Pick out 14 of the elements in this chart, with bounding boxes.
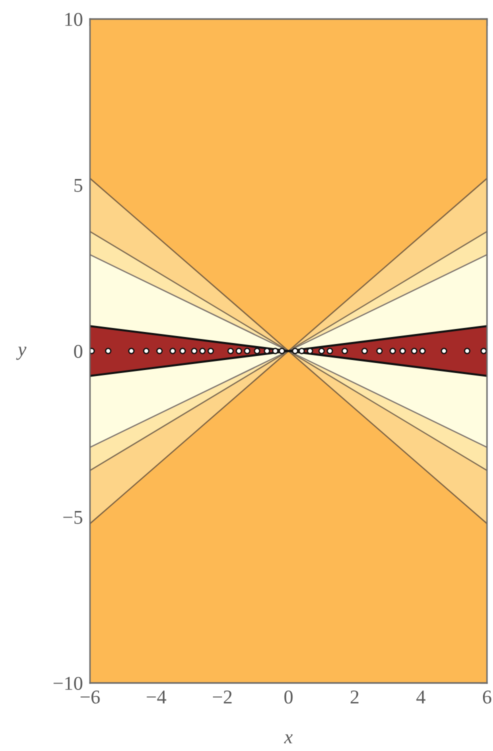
x-tick-label: −6 [80,690,100,704]
y-tick-label: 0 [74,344,82,358]
x-tick-label: −4 [146,690,166,704]
x-tick-label: −2 [212,690,232,704]
x-axis-title: x [284,734,293,744]
y-tick-label: −5 [63,511,82,524]
x-tick-label: 6 [482,690,492,704]
x-tick-label: 4 [416,690,426,704]
y-tick-label: −10 [54,676,82,690]
y-tick-label: 5 [74,179,82,192]
y-tick-label: 10 [65,12,82,26]
y-axis-title: y [16,346,26,360]
x-tick-label: 2 [350,690,358,704]
x-tick-label: 0 [284,690,293,704]
